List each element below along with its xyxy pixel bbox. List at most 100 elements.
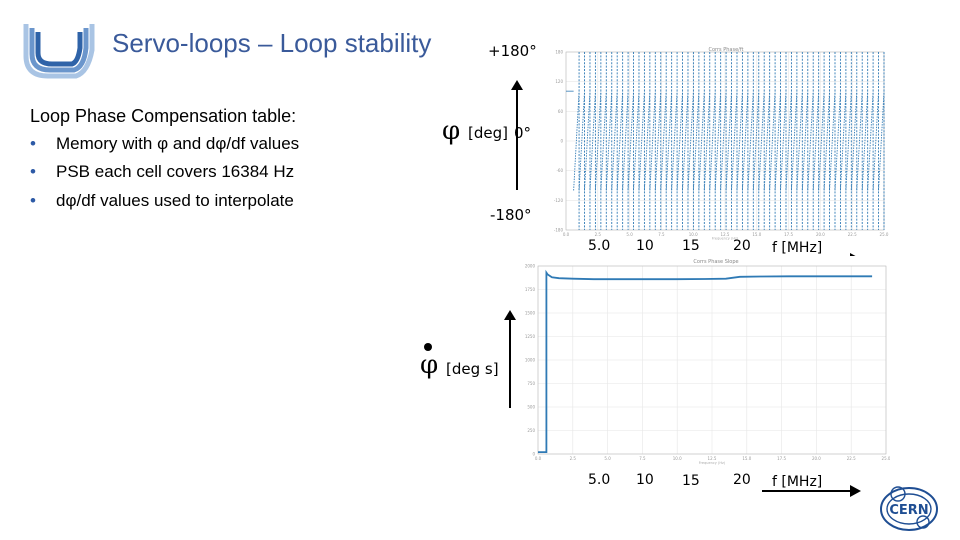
phase-ramp — [736, 91, 743, 191]
phase-ramp — [790, 91, 798, 191]
bullet-text: dφ/df values used to interpolate — [56, 191, 294, 210]
phase-ramp — [829, 91, 836, 191]
phase-ramp — [812, 91, 820, 191]
phase-ramp — [758, 91, 765, 191]
phi-symbol: φ — [442, 116, 461, 146]
phase-ramp — [834, 91, 841, 191]
y-tick-label: -60 — [556, 168, 563, 173]
x-tick-label: 20.0 — [816, 232, 825, 237]
x-tick-label: 0.0 — [535, 456, 542, 461]
phase-ramp — [807, 91, 814, 191]
phase-ramp — [818, 91, 825, 191]
slide-title: Servo-loops – Loop stability — [112, 28, 432, 58]
phase-ramp — [671, 91, 678, 191]
bullet-marker: • — [30, 134, 36, 153]
phase-slope-chart: Corrs Phase Slope 0 250 500 750 1000 1250 1500… — [516, 256, 890, 466]
x-tick-label: 22.5 — [847, 456, 856, 461]
x-axis-arrow — [762, 485, 861, 497]
x-tick-label: 22.5 — [848, 232, 857, 237]
phase-ramp — [867, 91, 874, 191]
phase-ramp — [589, 91, 596, 191]
plot-frame — [537, 265, 887, 455]
chart-title: Corrs Phase Slope — [693, 259, 738, 265]
y-axis-unit-label: [deg] — [468, 124, 508, 142]
phase-ramp — [682, 91, 689, 191]
y-tick-label: 250 — [527, 428, 535, 433]
y-tick-label: 60 — [558, 109, 564, 114]
x-tick-label: 2.5 — [595, 232, 602, 237]
x-tick-label: 17.5 — [777, 456, 786, 461]
x-axis-label: Frequency (Hz) — [699, 461, 726, 465]
x-tick-label: 25.0 — [880, 232, 889, 237]
x-tick-label: 12.5 — [721, 232, 730, 237]
phase-ramp — [861, 91, 869, 191]
x-tick-label: 5.0 — [588, 472, 611, 488]
phase-ramp — [633, 91, 640, 191]
phase-ramp — [692, 91, 700, 191]
x-tick-label: 20.0 — [812, 456, 821, 461]
cern-logo-icon: CERN — [880, 486, 938, 531]
axis-annotation-top: +180° — [488, 42, 537, 60]
x-tick-label: 17.5 — [784, 232, 793, 237]
x-tick-label: 20 — [733, 472, 751, 488]
dot-accent — [424, 343, 432, 351]
x-axis-label: Frequency (Hz) — [712, 237, 739, 241]
y-tick-label: 1000 — [525, 358, 536, 363]
phase-ramp — [878, 91, 885, 191]
phase-ramp — [741, 91, 749, 191]
y-tick-label: -180 — [554, 228, 564, 233]
phase-ramp — [725, 91, 732, 191]
y-axis-unit-label: [deg s] — [446, 360, 499, 378]
phase-ramp — [801, 91, 809, 191]
phase-ramp — [780, 91, 787, 191]
x-tick-label: 20 — [733, 238, 751, 254]
phase-ramp — [839, 91, 847, 191]
y-tick-label: 0 — [532, 452, 535, 457]
x-tick-label: 2.5 — [570, 456, 577, 461]
phase-ramp — [845, 91, 852, 191]
phase-ramp — [611, 91, 618, 191]
phase-ramp — [605, 91, 613, 191]
phase-ramp — [698, 91, 705, 191]
list-item: • dφ/df values used to interpolate — [30, 191, 294, 211]
bullet-text: PSB each cell covers 16384 Hz — [56, 162, 295, 181]
phi-symbol: φ — [420, 350, 439, 380]
y-tick-label: 2000 — [525, 264, 536, 269]
y-tick-label: 750 — [527, 381, 535, 386]
phase-ramp — [714, 91, 722, 191]
bullet-marker: • — [30, 191, 36, 210]
phase-ramp — [687, 91, 694, 191]
y-tick-label: 1250 — [525, 334, 536, 339]
phase-ramp — [627, 91, 634, 191]
phase-ramp — [643, 91, 651, 191]
phase-ramp — [616, 91, 624, 191]
axis-annotation-middle: 0° — [514, 124, 532, 142]
phase-ramp — [796, 91, 803, 191]
x-tick-label: 5.0 — [604, 456, 611, 461]
phase-ramp — [763, 91, 771, 191]
phase-chart: Corrs Phase/ft -180 -120 -60 0 60 120 180 0.0 2… — [546, 42, 890, 240]
phase-ramp — [622, 91, 629, 191]
bullet-text: Memory with φ and dφ/df values — [56, 134, 300, 153]
phase-ramp — [823, 91, 830, 191]
slope-line — [538, 269, 873, 454]
phase-ramp — [720, 91, 727, 191]
x-tick-label: 10 — [636, 238, 654, 254]
u-logo-icon — [23, 24, 95, 79]
x-tick-label: 15 — [682, 473, 700, 489]
phase-ramp — [573, 91, 580, 191]
x-tick-label: 10.0 — [673, 456, 682, 461]
phase-ramp — [785, 91, 792, 191]
x-tick-label: 0.0 — [563, 232, 570, 237]
phase-ramp — [703, 91, 711, 191]
y-tick-label: 1500 — [525, 311, 536, 316]
phase-ramp — [856, 91, 863, 191]
y-tick-label: 1750 — [525, 287, 536, 292]
phase-ramp — [752, 91, 760, 191]
bullet-marker: • — [30, 162, 36, 181]
phase-ramp — [709, 91, 716, 191]
y-tick-label: 180 — [555, 50, 563, 55]
phase-ramp — [649, 91, 656, 191]
phase-ramp — [600, 91, 607, 191]
x-tick-label: 15.0 — [742, 456, 751, 461]
